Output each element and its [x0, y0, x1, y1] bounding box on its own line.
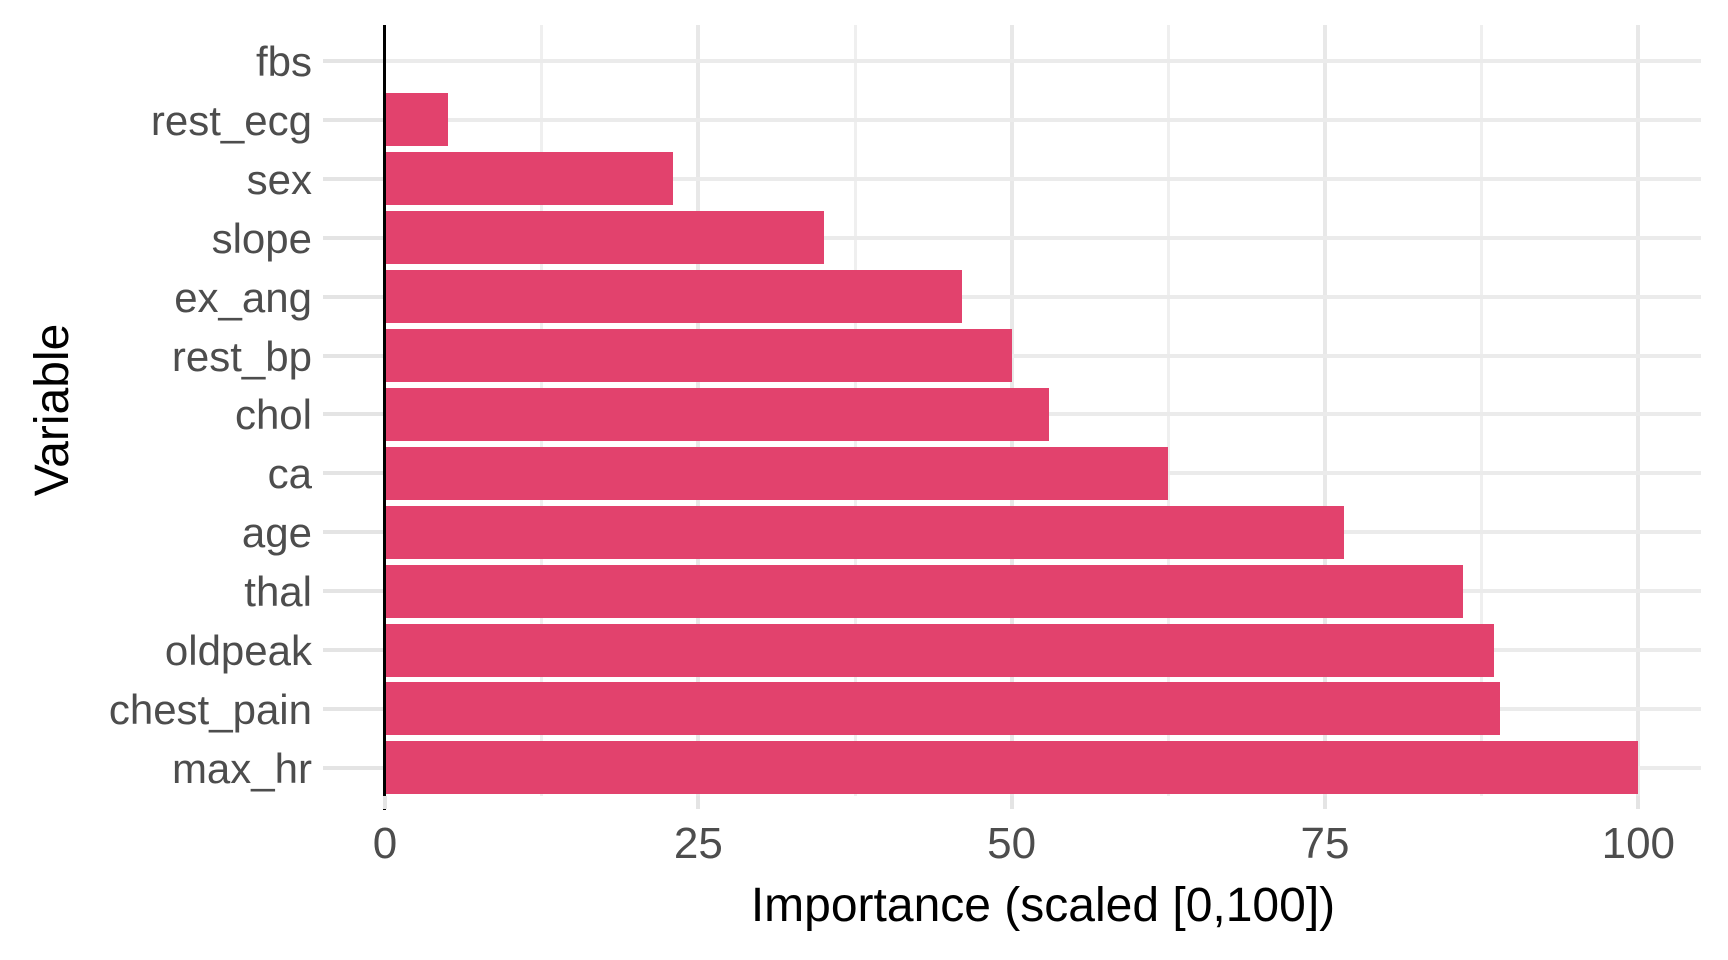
y-tick-max_hr — [323, 765, 383, 770]
y-tick-chest_pain — [323, 706, 383, 711]
y-tick-rest_ecg — [323, 117, 383, 122]
y-tick-oldpeak — [323, 648, 383, 652]
y-tick-rest_bp — [323, 353, 383, 358]
y-axis-label-ex_ang: ex_ang — [174, 273, 312, 321]
plot-panel — [385, 25, 1701, 796]
x-tick-75 — [1323, 796, 1327, 809]
y-tick-chol — [323, 412, 383, 417]
bar-sex — [385, 152, 674, 206]
gridline-row-rest_bp — [385, 353, 1701, 358]
bar-slope — [385, 211, 824, 265]
bar-age — [385, 505, 1344, 559]
x-tick-0 — [383, 796, 387, 809]
gridline-row-fbs — [385, 59, 1701, 63]
bar-chest_pain — [385, 682, 1501, 736]
bar-max_hr — [385, 741, 1639, 795]
y-tick-thal — [323, 589, 383, 594]
y-axis-label-oldpeak: oldpeak — [164, 627, 312, 674]
x-axis-label-25: 25 — [673, 819, 723, 868]
bar-chol — [385, 387, 1050, 441]
x-tick-100 — [1636, 796, 1641, 809]
y-axis-label-max_hr: max_hr — [171, 744, 312, 792]
y-tick-fbs — [323, 59, 383, 63]
y-axis-label-chol: chol — [234, 391, 312, 439]
y-axis-label-sex: sex — [246, 155, 312, 203]
bar-ex_ang — [385, 270, 962, 324]
y-tick-ca — [323, 471, 383, 476]
y-axis-label-rest_ecg: rest_ecg — [150, 96, 312, 144]
y-axis-label-chest_pain: chest_pain — [108, 685, 312, 733]
x-tick-25 — [696, 796, 701, 809]
y-tick-ex_ang — [323, 294, 383, 299]
bar-rest_ecg — [385, 93, 448, 147]
gridline-major-x-75 — [1323, 25, 1327, 796]
x-axis-label-100: 100 — [1601, 819, 1676, 868]
x-axis-title: Importance (scaled [0,100]) — [750, 879, 1336, 932]
y-axis-label-slope: slope — [211, 214, 312, 262]
y-axis-line — [383, 25, 386, 810]
gridline-row-ex_ang — [385, 294, 1701, 299]
gridline-row-sex — [385, 176, 1701, 181]
y-tick-age — [323, 530, 383, 535]
y-tick-slope — [323, 235, 383, 240]
y-axis-label-age: age — [241, 509, 312, 557]
gridline-row-rest_ecg — [385, 117, 1701, 122]
bar-oldpeak — [385, 623, 1495, 677]
gridline-row-slope — [385, 235, 1701, 240]
x-tick-50 — [1009, 796, 1014, 809]
gridline-major-x-100 — [1636, 25, 1641, 796]
gridline-minor-x-62.5 — [1166, 25, 1170, 796]
x-axis-label-75: 75 — [1300, 819, 1350, 868]
bar-rest_bp — [385, 329, 1012, 382]
gridline-minor-x-87.5 — [1480, 25, 1484, 796]
bar-ca — [385, 446, 1169, 500]
y-tick-sex — [323, 176, 383, 181]
y-axis-label-rest_bp: rest_bp — [171, 332, 312, 380]
bar-thal — [385, 564, 1463, 618]
y-axis-label-thal: thal — [244, 568, 312, 616]
x-axis-label-50: 50 — [987, 819, 1037, 868]
x-axis-label-0: 0 — [372, 819, 398, 868]
y-axis-label-ca: ca — [267, 450, 312, 498]
y-axis-label-fbs: fbs — [255, 38, 312, 85]
